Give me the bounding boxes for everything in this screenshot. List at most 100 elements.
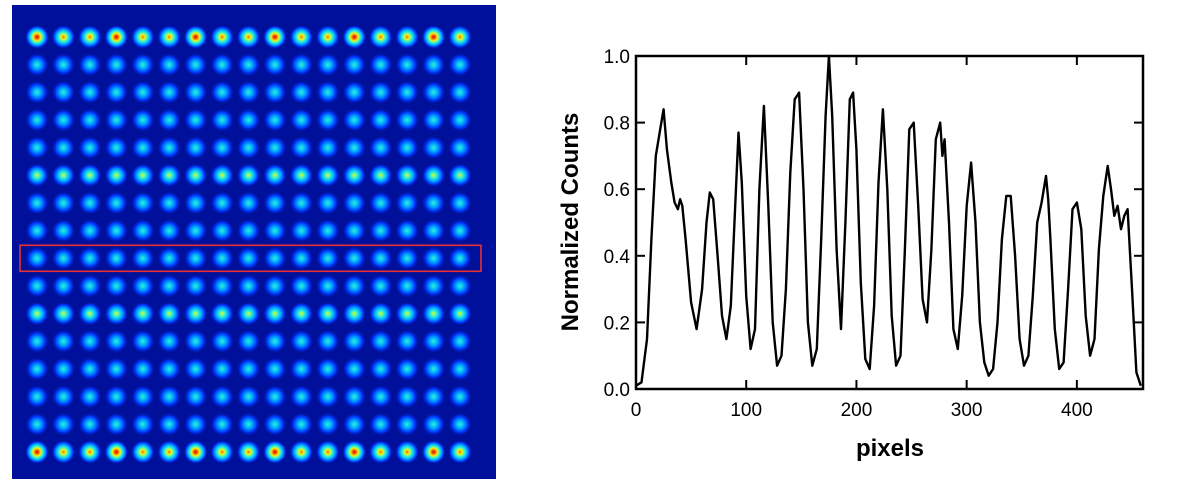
spot xyxy=(342,25,367,49)
spot xyxy=(130,301,155,326)
spot xyxy=(157,52,182,77)
spot xyxy=(342,357,367,381)
spot xyxy=(157,384,182,409)
spot xyxy=(210,135,235,160)
spot xyxy=(183,329,208,354)
spot xyxy=(289,135,314,160)
spot xyxy=(262,218,287,243)
spot xyxy=(395,329,420,354)
spot xyxy=(51,274,76,298)
spot xyxy=(183,191,208,215)
spot xyxy=(262,246,287,271)
spot xyxy=(130,246,155,271)
spot xyxy=(448,384,472,409)
spot xyxy=(104,274,129,298)
spot xyxy=(421,329,446,354)
spot xyxy=(157,191,182,215)
spot xyxy=(236,329,261,354)
spot xyxy=(77,80,102,105)
plot-frame xyxy=(634,54,1145,391)
spot xyxy=(421,384,446,409)
spot xyxy=(262,384,287,409)
spot-array-svg xyxy=(12,5,496,479)
spot xyxy=(210,52,235,77)
spot xyxy=(315,218,340,243)
spot xyxy=(51,25,76,49)
spot xyxy=(51,301,76,326)
spot xyxy=(342,329,367,354)
spot xyxy=(157,135,182,160)
spot xyxy=(25,163,49,188)
spot xyxy=(25,274,49,298)
spot xyxy=(315,246,340,271)
spot xyxy=(236,191,261,215)
spot xyxy=(342,191,367,215)
spot xyxy=(262,135,287,160)
spot xyxy=(315,191,340,215)
spot xyxy=(289,25,314,49)
spot xyxy=(77,412,102,437)
spot xyxy=(262,412,287,437)
spot xyxy=(421,412,446,437)
spot xyxy=(157,329,182,354)
spot xyxy=(183,80,208,105)
spot xyxy=(421,52,446,77)
spot xyxy=(25,191,49,215)
spot xyxy=(289,218,314,243)
spot xyxy=(157,412,182,437)
x-tick-label: 400 xyxy=(1061,400,1093,421)
x-axis-ticks: 0 100 200 300 400 xyxy=(631,56,1093,421)
spot xyxy=(236,163,261,188)
spot xyxy=(210,80,235,105)
spot xyxy=(342,440,367,464)
selected-row-box xyxy=(19,244,482,273)
spot xyxy=(130,25,155,49)
spot xyxy=(289,440,314,464)
spot xyxy=(448,412,472,437)
spot xyxy=(183,135,208,160)
spot xyxy=(342,218,367,243)
spot xyxy=(289,412,314,437)
spot xyxy=(130,274,155,298)
spot xyxy=(51,191,76,215)
spot xyxy=(315,25,340,49)
spot xyxy=(289,80,314,105)
spot xyxy=(236,108,261,132)
spot xyxy=(210,25,235,49)
spot xyxy=(421,191,446,215)
spot xyxy=(236,412,261,437)
spot xyxy=(183,25,208,49)
image-background xyxy=(12,5,496,479)
spot xyxy=(210,412,235,437)
series-line xyxy=(635,54,1142,387)
spot xyxy=(104,108,129,132)
line-profile-svg: 0 100 200 300 400 0.00.20.40.60.81.0 pixels … xyxy=(557,47,1145,462)
spot xyxy=(395,357,420,381)
spot xyxy=(210,191,235,215)
spot xyxy=(395,218,420,243)
spot xyxy=(51,135,76,160)
spot xyxy=(104,218,129,243)
spot xyxy=(421,274,446,298)
spot-array-image xyxy=(12,5,496,479)
spot xyxy=(25,357,49,381)
spot xyxy=(183,384,208,409)
spot xyxy=(395,25,420,49)
spot xyxy=(421,357,446,381)
spot xyxy=(368,329,393,354)
x-axis-title: pixels xyxy=(856,435,924,462)
spot xyxy=(77,357,102,381)
spot xyxy=(157,274,182,298)
spot xyxy=(448,163,472,188)
spot xyxy=(51,163,76,188)
spot xyxy=(183,357,208,381)
spot xyxy=(395,274,420,298)
spot xyxy=(183,412,208,437)
spot xyxy=(183,301,208,326)
spot xyxy=(157,108,182,132)
spot xyxy=(342,108,367,132)
spot xyxy=(421,246,446,271)
spot xyxy=(130,191,155,215)
spot xyxy=(289,329,314,354)
spot xyxy=(157,80,182,105)
